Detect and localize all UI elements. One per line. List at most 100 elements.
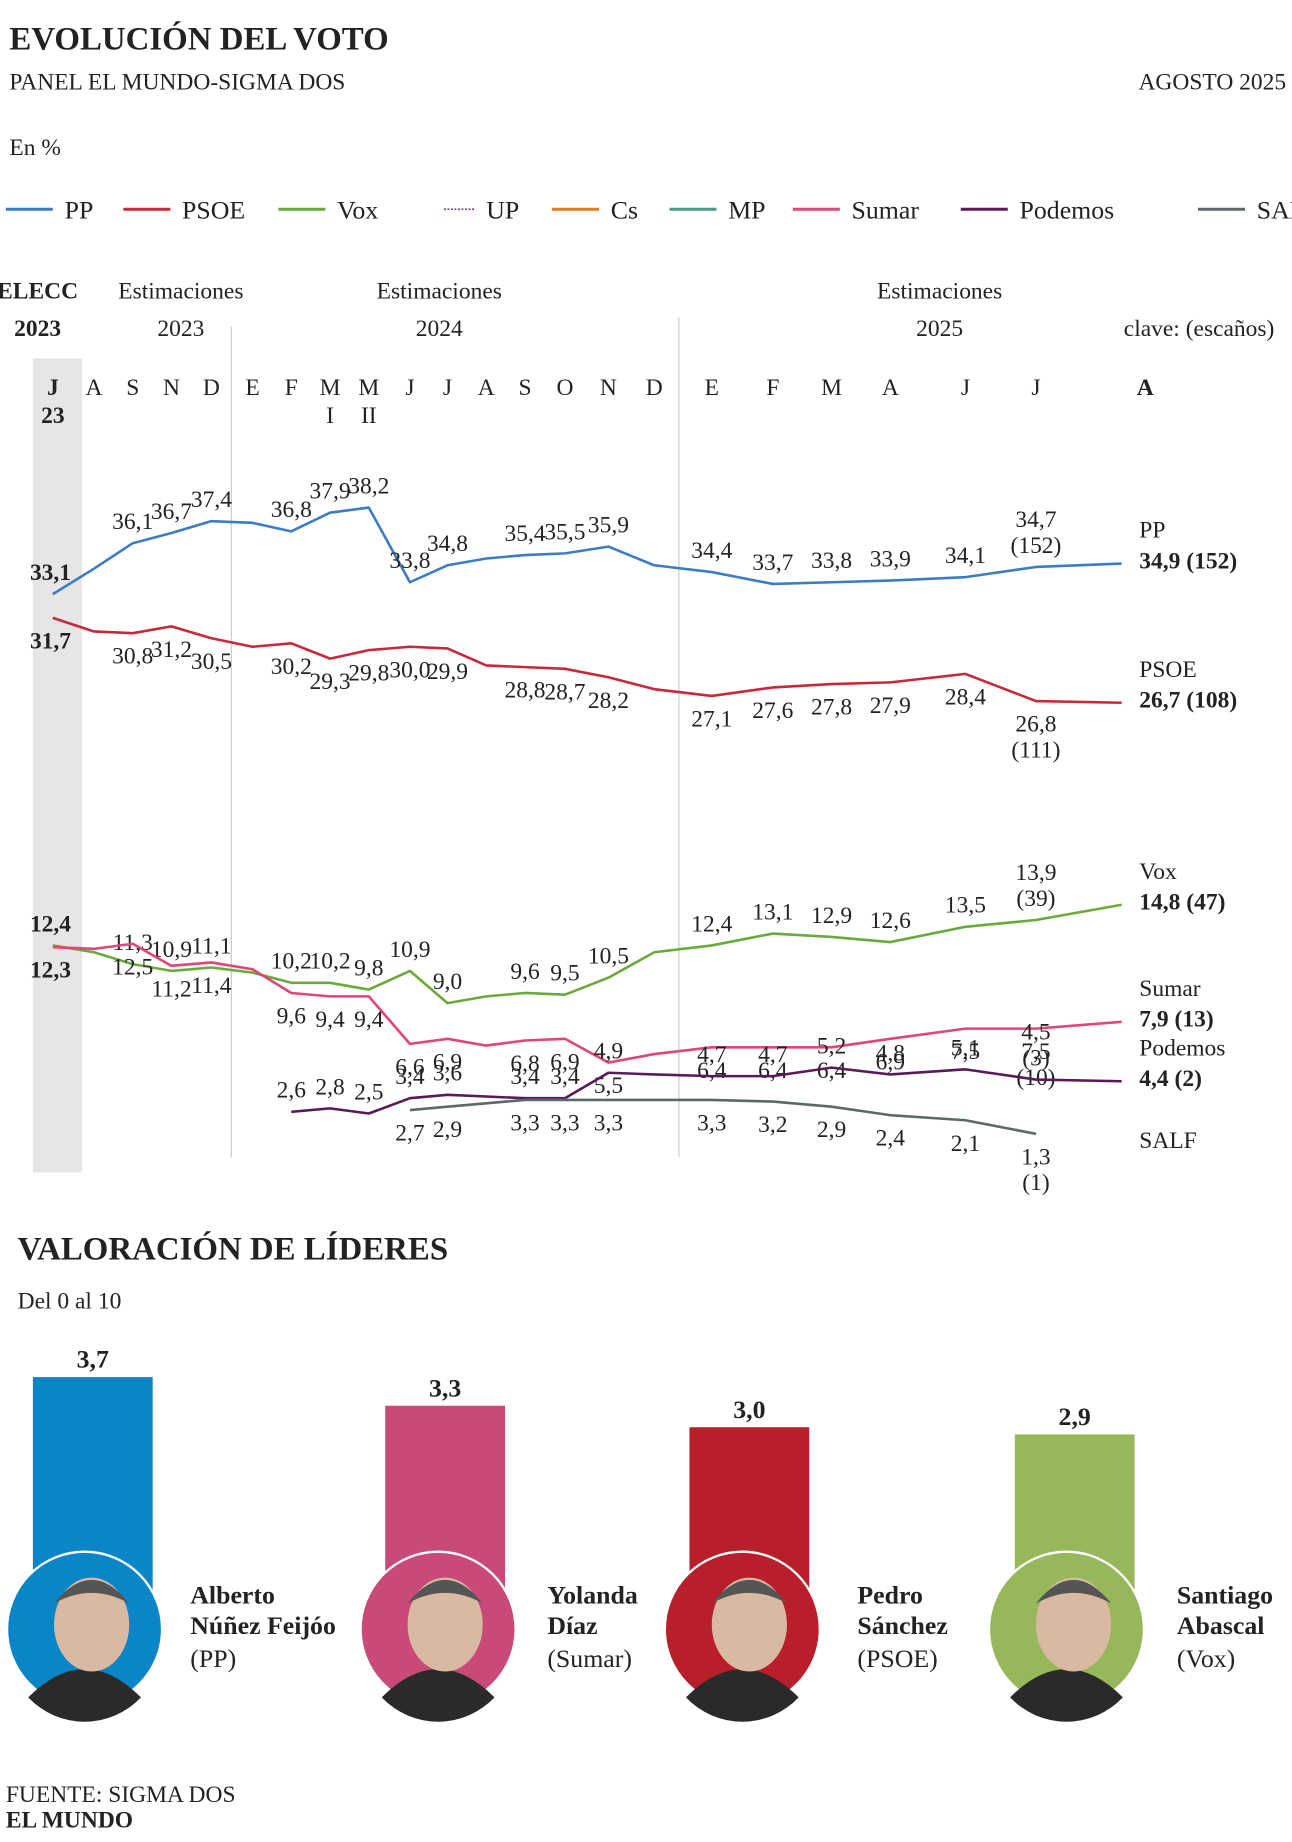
- value-label: 6,4: [758, 1058, 788, 1084]
- x-tick-label: E: [245, 375, 259, 401]
- value-label: 5,2: [817, 1034, 846, 1060]
- value-label: 11,4: [191, 973, 231, 999]
- x-tick-label: D: [646, 375, 663, 401]
- portrait-hair: [711, 1579, 787, 1604]
- x-tick-label: J: [405, 375, 414, 401]
- x-tick-label: J: [961, 375, 970, 401]
- x-tick-label: A: [85, 375, 102, 401]
- x-tick-label: J: [443, 375, 452, 401]
- period-label: 2025: [916, 316, 963, 342]
- value-label: 9,8: [354, 955, 383, 981]
- leader-name: Yolanda Díaz: [547, 1580, 638, 1640]
- value-label: 2,8: [315, 1074, 344, 1100]
- value-label: 2,9: [433, 1117, 462, 1143]
- portrait-face: [711, 1577, 787, 1672]
- x-tick-label: A: [478, 375, 495, 401]
- value-label: 38,2: [348, 473, 389, 499]
- value-label: 30,0: [389, 657, 430, 683]
- value-label: 30,5: [191, 649, 232, 675]
- value-label: 6,9: [550, 1049, 579, 1075]
- value-label: 6,6: [395, 1054, 425, 1080]
- portrait-face: [54, 1577, 130, 1672]
- portrait-hair: [407, 1579, 483, 1604]
- x-tick-label: D: [203, 375, 220, 401]
- value-label: 27,1: [691, 707, 732, 733]
- value-label: 27,6: [752, 698, 793, 724]
- value-label: 12,4: [691, 911, 732, 937]
- value-label: 33,8: [811, 548, 852, 574]
- legend-label: UP: [486, 196, 519, 225]
- value-label: 7,5: [951, 1039, 980, 1065]
- value-label: 3,4: [510, 1064, 540, 1090]
- series-end-name: Podemos: [1139, 1035, 1225, 1061]
- value-label: 35,5: [544, 519, 585, 545]
- value-label: 9,0: [433, 969, 462, 995]
- value-label: 3,0: [733, 1395, 765, 1424]
- value-label: 28,8: [504, 678, 545, 704]
- value-label: 12,6: [870, 908, 911, 934]
- value-label: 2,5: [354, 1079, 383, 1105]
- bar-title: VALORACIÓN DE LÍDERES: [18, 1229, 449, 1267]
- portrait-hair: [1035, 1579, 1112, 1604]
- leader-name: Santiago Abascal: [1177, 1580, 1273, 1640]
- value-label: 31,7: [30, 628, 71, 654]
- legend-label: Vox: [337, 196, 378, 225]
- leader-name: Alberto Núñez Feijóo: [190, 1580, 336, 1640]
- leader-party: (PP): [190, 1644, 236, 1673]
- value-label: 6,8: [510, 1051, 539, 1077]
- value-label: 2,1: [951, 1131, 980, 1157]
- portrait-face: [407, 1577, 483, 1672]
- end-value-label: 7,9 (13): [1139, 1007, 1213, 1033]
- value-label: 11,1: [191, 933, 231, 959]
- value-label: 27,9: [870, 693, 911, 719]
- value-label: 3,3: [429, 1373, 461, 1402]
- leader-party: (Vox): [1177, 1644, 1235, 1673]
- period-label: Estimaciones: [377, 278, 502, 304]
- portrait-shoulders: [1010, 1669, 1123, 1722]
- period-label: 2023: [157, 316, 204, 342]
- value-label: 28,4: [945, 684, 986, 710]
- series-end-name: PP: [1139, 518, 1165, 544]
- value-label: 30,8: [112, 644, 153, 670]
- value-label: 33,9: [870, 546, 911, 572]
- value-label: 13,9 (39): [1015, 860, 1056, 912]
- value-label: 13,1: [752, 899, 793, 925]
- value-label: 9,6: [277, 1004, 307, 1030]
- series-line: [409, 1098, 1037, 1136]
- series-line: [52, 506, 1122, 596]
- end-value-label: 14,8 (47): [1139, 889, 1225, 915]
- chart-date: AGOSTO 2025: [1138, 69, 1286, 95]
- value-label: 11,2: [151, 976, 191, 1002]
- series-line: [291, 1066, 1122, 1115]
- value-label: 29,3: [309, 669, 350, 695]
- x-tick-label: F: [766, 375, 779, 401]
- chart-title: EVOLUCIÓN DEL VOTO: [9, 19, 388, 57]
- value-label: 34,8: [427, 531, 468, 557]
- value-label: 12,4: [30, 911, 71, 937]
- value-label: 3,3: [510, 1110, 539, 1136]
- value-label: 26,8 (111): [1011, 712, 1060, 764]
- value-label: 31,2: [151, 637, 192, 663]
- legend-label: PSOE: [182, 196, 245, 225]
- series-line: [52, 942, 1122, 1064]
- value-label: 3,4: [550, 1064, 580, 1090]
- x-tick-label: N: [163, 375, 180, 401]
- value-label: 10,9: [389, 937, 430, 963]
- value-label: 10,5: [588, 944, 629, 970]
- x-tick-label: J 23: [41, 375, 64, 429]
- value-label: 36,1: [112, 509, 153, 535]
- series-end-name: Vox: [1139, 859, 1177, 885]
- series-end-name: SALF: [1139, 1128, 1196, 1154]
- value-label: 6,9: [876, 1049, 905, 1075]
- value-label: 33,8: [389, 548, 430, 574]
- series-end-name: Sumar: [1139, 976, 1200, 1002]
- source: FUENTE: SIGMA DOS: [6, 1782, 236, 1808]
- end-value-label: 26,7 (108): [1139, 687, 1237, 713]
- value-label: 29,8: [348, 661, 389, 687]
- end-value-label: 34,9 (152): [1139, 548, 1237, 574]
- value-label: 36,7: [151, 499, 192, 525]
- value-label: 2,9: [817, 1117, 846, 1143]
- period-label: 2023: [14, 316, 61, 342]
- value-label: 34,1: [945, 543, 986, 569]
